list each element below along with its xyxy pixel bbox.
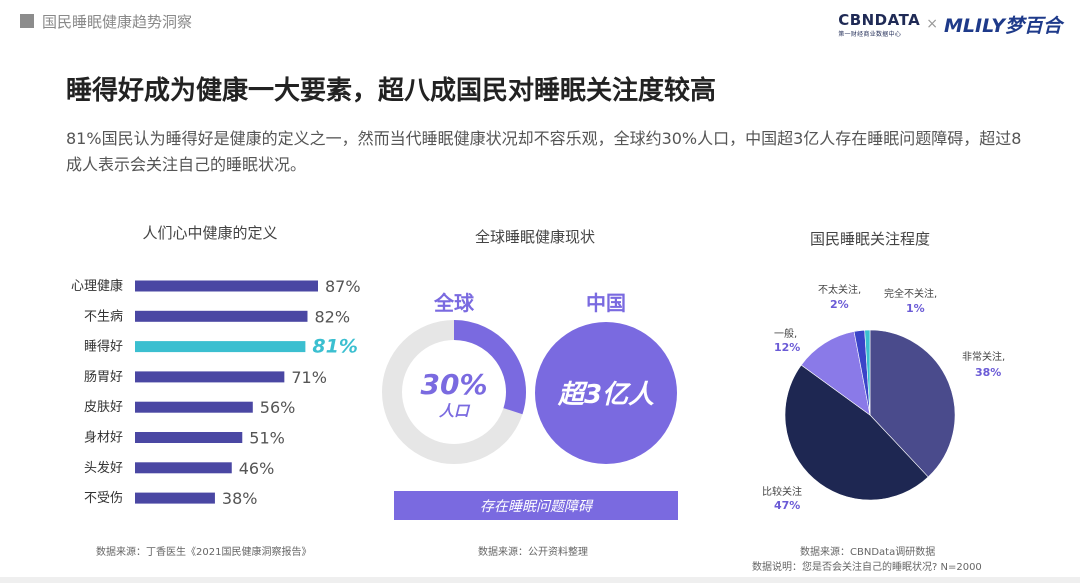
- china-label: 中国: [586, 291, 626, 315]
- cbndata-wordmark: CBNDATA: [838, 11, 921, 29]
- pie-value-not-at-all: 1%: [906, 302, 925, 315]
- cbndata-subtitle: 第一财经商业数据中心: [838, 31, 902, 38]
- cbndata-logo: CBNDATA 第一财经商业数据中心: [838, 10, 921, 39]
- bar-value-label: 51%: [249, 429, 285, 448]
- pie-slice: [784, 364, 929, 501]
- bar-category-label: 不生病: [84, 309, 123, 324]
- health-definition-bar-chart: 心理健康 87% 不生病 82% 睡得好 81% 肠胃好 71% 皮肤好 56% 身材好 51% 头发好…: [71, 277, 361, 508]
- bar-value-label: 71%: [291, 368, 327, 387]
- bar: [135, 310, 308, 322]
- bar-chart-source: 数据来源：丁香医生《2021国民健康洞察报告》: [96, 547, 312, 558]
- donut-chart-source: 数据来源：公开资料整理: [478, 547, 588, 558]
- pie-slice: [869, 329, 956, 478]
- bar-value-label: 81%: [312, 336, 357, 358]
- bottom-strip: [0, 577, 1080, 583]
- global-sleep-status-chart: 全球 30%人口 中国超3亿人: [382, 291, 677, 464]
- bar: [135, 492, 215, 504]
- donut-arc: [453, 320, 526, 415]
- bar-category-label: 睡得好: [84, 339, 123, 355]
- mlily-logo: MLILY梦百合: [944, 14, 1062, 37]
- global-value: 30%: [420, 368, 487, 401]
- pie-value-fairly: 47%: [774, 499, 801, 512]
- donut-chart-title: 全球睡眠健康现状: [474, 228, 595, 246]
- pie-slice: [864, 329, 871, 416]
- bar: [135, 341, 306, 353]
- bar-category-label: 皮肤好: [84, 400, 123, 415]
- bar: [135, 432, 243, 443]
- pie-value-average: 12%: [774, 341, 801, 354]
- pie-label-very: 非常关注,: [962, 352, 1006, 363]
- page-headline: 睡得好成为健康一大要素，超八成国民对睡眠关注度较高: [66, 76, 717, 106]
- bar-chart-title: 人们心中健康的定义: [142, 224, 278, 242]
- pie-label-not-at-all: 完全不关注,: [884, 289, 938, 300]
- bar: [135, 401, 253, 413]
- bar-category-label: 身材好: [84, 430, 123, 446]
- bar-value-label: 46%: [239, 459, 275, 478]
- china-value: 超3亿人: [557, 380, 654, 410]
- pie-chart-note: 数据说明：您是否会关注自己的睡眠状况? N=2000: [752, 562, 982, 573]
- bar: [135, 280, 318, 292]
- china-circle: [535, 322, 677, 464]
- bar-category-label: 心理健康: [71, 278, 123, 294]
- bar: [135, 462, 232, 474]
- sleep-attention-pie-chart: [784, 329, 956, 501]
- pie-label-not-much: 不太关注,: [818, 285, 862, 296]
- pie-label-fairly: 比较关注: [762, 487, 802, 498]
- brand-logos: CBNDATA 第一财经商业数据中心 × MLILY梦百合: [838, 10, 1062, 39]
- section-marker-icon: [20, 14, 34, 28]
- bar-category-label: 头发好: [84, 460, 123, 476]
- pie-value-not-much: 2%: [830, 298, 849, 311]
- bar-category-label: 肠胃好: [84, 370, 123, 385]
- section-title: 国民睡眠健康趋势洞察: [42, 13, 193, 31]
- pie-chart-source: 数据来源：CBNData调研数据: [800, 547, 936, 558]
- pie-label-average: 一般,: [774, 329, 798, 340]
- global-unit: 人口: [439, 402, 471, 420]
- pie-chart-title: 国民睡眠关注程度: [809, 230, 930, 248]
- pie-value-very: 38%: [975, 366, 1002, 379]
- bar: [135, 371, 285, 383]
- sleep-problem-banner: 存在睡眠问题障碍: [394, 491, 678, 520]
- pie-slice: [800, 331, 871, 416]
- bar-value-label: 56%: [260, 398, 296, 417]
- bar-value-label: 87%: [325, 277, 361, 296]
- bar-category-label: 不受伤: [84, 491, 123, 506]
- global-label: 全球: [433, 291, 475, 315]
- bar-value-label: 38%: [222, 489, 258, 508]
- bar-value-label: 82%: [314, 307, 350, 326]
- page-subtext: 81%国民认为睡得好是健康的定义之一，然而当代睡眠健康状况却不容乐观，全球约30…: [66, 129, 1022, 174]
- top-bar: 国民睡眠健康趋势洞察 CBNDATA 第一财经商业数据中心 × MLILY梦百合: [0, 0, 1080, 44]
- brand-separator: ×: [926, 16, 938, 32]
